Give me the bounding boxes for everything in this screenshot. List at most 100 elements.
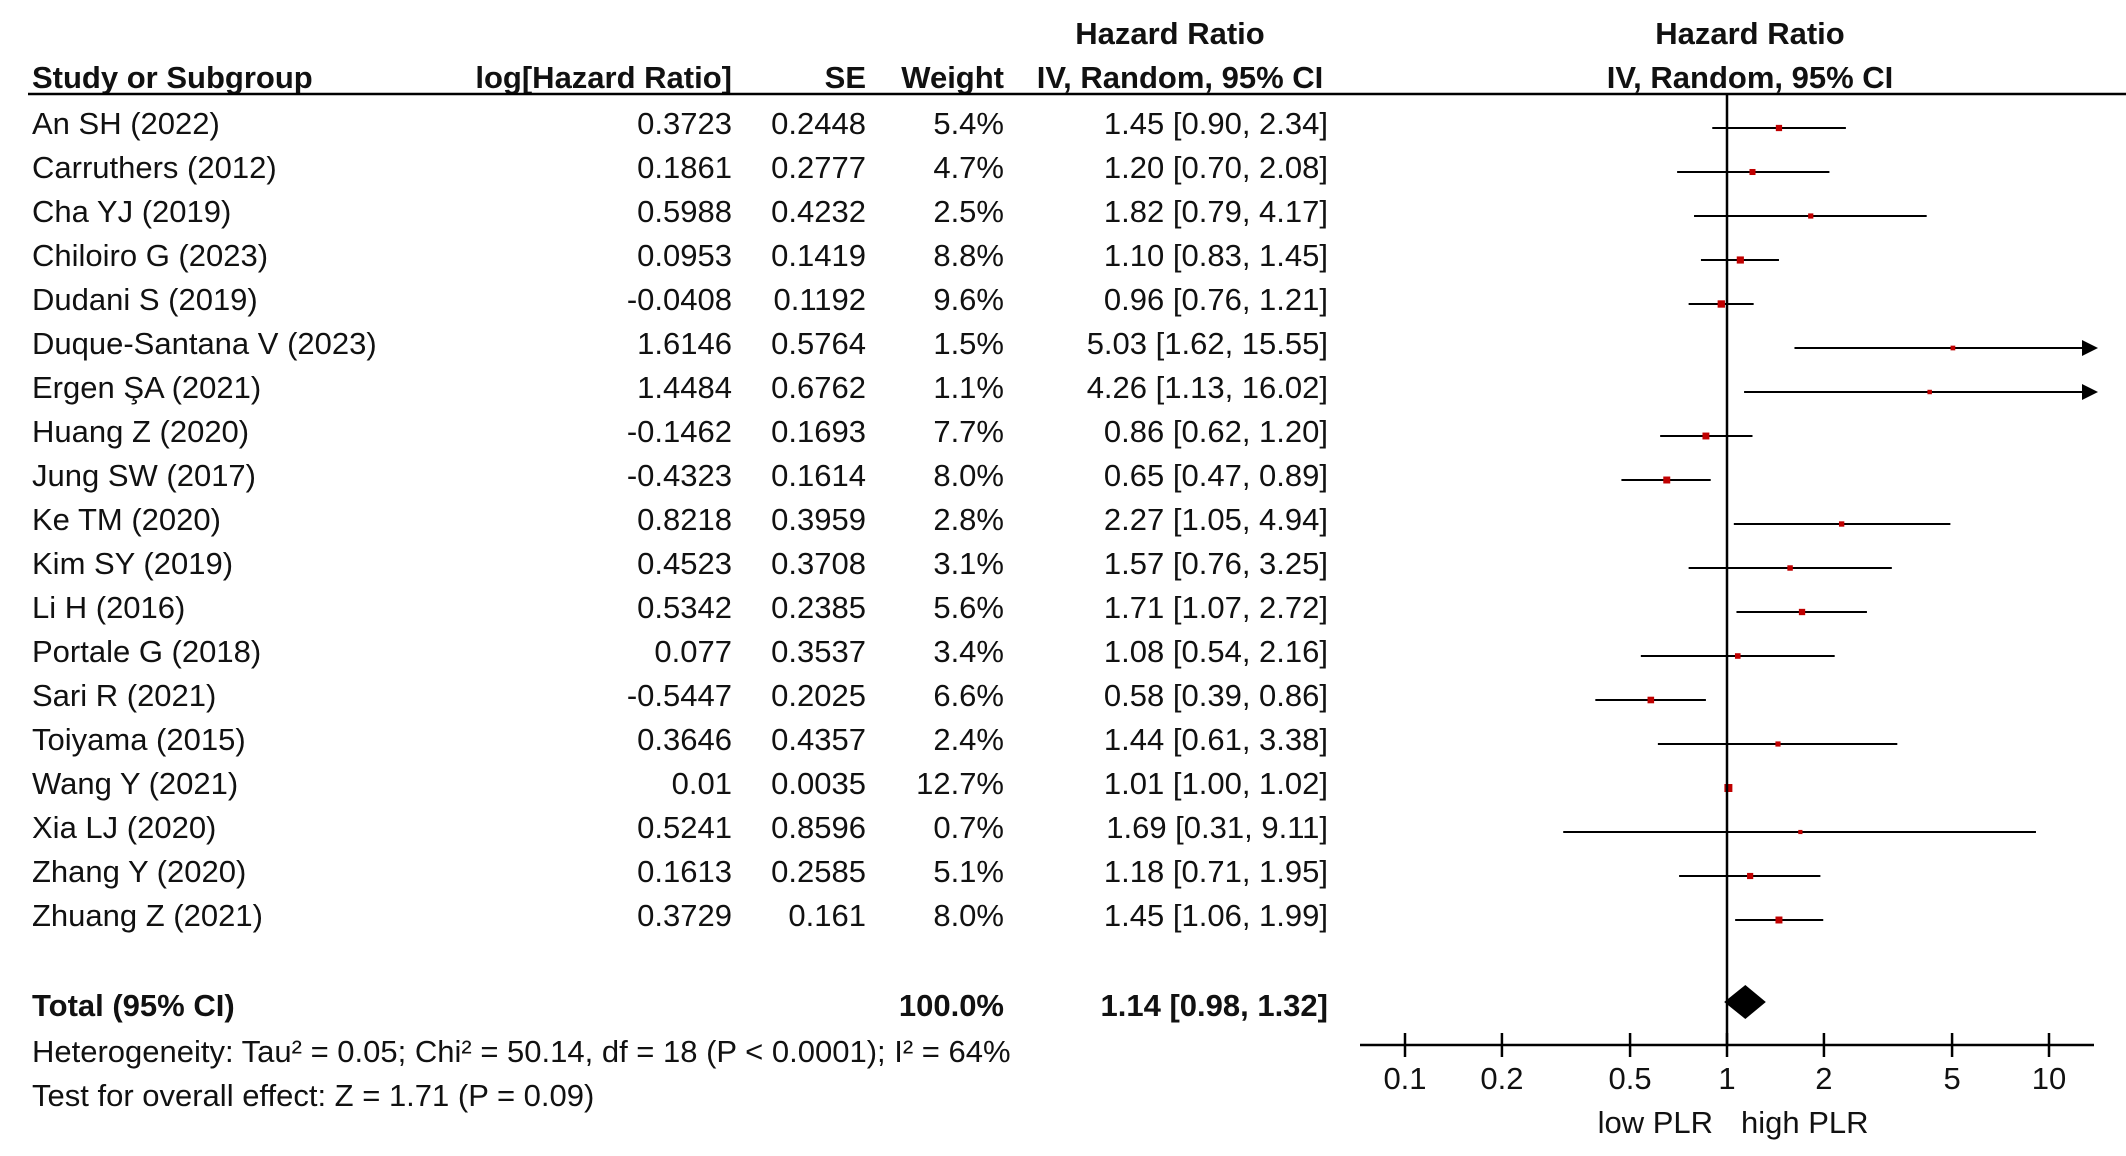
- study-weight: 5.4%: [933, 106, 1004, 141]
- study-name: Dudani S (2019): [32, 282, 258, 317]
- study-name: Portale G (2018): [32, 634, 262, 669]
- study-log-hr: 1.6146: [637, 326, 732, 361]
- study-se: 0.4357: [771, 722, 866, 757]
- study-name: Zhuang Z (2021): [32, 898, 263, 933]
- study-name: Xia LJ (2020): [32, 810, 217, 845]
- study-name: Li H (2016): [32, 590, 186, 625]
- point-estimate-marker: [1808, 213, 1814, 219]
- point-estimate-marker: [1702, 432, 1710, 440]
- x-tick-label: 0.5: [1609, 1061, 1652, 1096]
- x-tick-label: 5: [1943, 1061, 1960, 1096]
- study-ci-text: 5.03 [1.62, 15.55]: [1086, 326, 1328, 361]
- study-column-header: Study or Subgroup: [32, 60, 313, 95]
- study-ci-text: 1.69 [0.31, 9.11]: [1106, 810, 1328, 845]
- x-tick-label: 1: [1718, 1061, 1735, 1096]
- point-estimate-marker: [1927, 389, 1932, 395]
- study-ci-text: 0.65 [0.47, 0.89]: [1103, 458, 1328, 493]
- study-weight: 2.4%: [933, 722, 1004, 757]
- study-name: Chiloiro G (2023): [32, 238, 269, 273]
- study-weight: 8.8%: [933, 238, 1004, 273]
- x-axis-right-label: high PLR: [1741, 1105, 1869, 1140]
- study-ci-text: 1.08 [0.54, 2.16]: [1103, 634, 1328, 669]
- study-se: 0.1419: [771, 238, 866, 273]
- x-tick-label: 0.2: [1480, 1061, 1523, 1096]
- ci-arrow: [2082, 384, 2098, 400]
- study-log-hr: -0.1462: [626, 414, 732, 449]
- study-name: Zhang Y (2020): [32, 854, 247, 889]
- ci-arrow: [2082, 340, 2098, 356]
- study-name: Sari R (2021): [32, 678, 217, 713]
- study-se: 0.1192: [773, 282, 866, 317]
- study-name: Carruthers (2012): [32, 150, 277, 185]
- study-ci-text: 1.01 [1.00, 1.02]: [1103, 766, 1328, 801]
- study-ci-text: 1.20 [0.70, 2.08]: [1103, 150, 1328, 185]
- study-ci-text: 0.86 [0.62, 1.20]: [1103, 414, 1328, 449]
- study-log-hr: -0.5447: [626, 678, 732, 713]
- study-log-hr: 0.1861: [637, 150, 732, 185]
- study-name: Wang Y (2021): [32, 766, 239, 801]
- study-log-hr: 0.077: [654, 634, 732, 669]
- study-se: 0.8596: [771, 810, 866, 845]
- study-weight: 7.7%: [933, 414, 1004, 449]
- study-log-hr: -0.0408: [626, 282, 732, 317]
- study-se: 0.3959: [771, 502, 866, 537]
- pooled-effect-diamond: [1724, 985, 1766, 1019]
- study-weight: 2.8%: [933, 502, 1004, 537]
- study-name: Huang Z (2020): [32, 414, 250, 449]
- point-estimate-marker: [1749, 168, 1756, 176]
- study-se: 0.1693: [771, 414, 866, 449]
- study-weight: 5.1%: [933, 854, 1004, 889]
- study-ci-text: 2.27 [1.05, 4.94]: [1103, 502, 1328, 537]
- x-tick-label: 10: [2032, 1061, 2066, 1096]
- study-weight: 8.0%: [933, 898, 1004, 933]
- hr-column-header-top: Hazard Ratio: [1075, 16, 1265, 51]
- study-log-hr: 0.3723: [637, 106, 732, 141]
- study-ci-text: 1.10 [0.83, 1.45]: [1103, 238, 1328, 273]
- study-weight: 2.5%: [933, 194, 1004, 229]
- study-se: 0.2777: [771, 150, 866, 185]
- study-name: Jung SW (2017): [32, 458, 256, 493]
- study-ci-text: 1.45 [0.90, 2.34]: [1103, 106, 1328, 141]
- point-estimate-marker: [1736, 256, 1744, 264]
- point-estimate-marker: [1775, 741, 1781, 747]
- study-name: Ke TM (2020): [32, 502, 221, 537]
- hr-column-header-sub: IV, Random, 95% CI: [1036, 60, 1324, 95]
- point-estimate-marker: [1838, 521, 1845, 527]
- point-estimate-marker: [1663, 476, 1671, 484]
- study-ci-text: 1.57 [0.76, 3.25]: [1103, 546, 1328, 581]
- point-estimate-marker: [1798, 608, 1806, 616]
- study-log-hr: 0.5342: [637, 590, 732, 625]
- study-ci-text: 0.58 [0.39, 0.86]: [1103, 678, 1328, 713]
- x-axis-left-label: low PLR: [1598, 1105, 1713, 1140]
- study-log-hr: 1.4484: [637, 370, 732, 405]
- point-estimate-marker: [1647, 696, 1655, 704]
- plot-header-top: Hazard Ratio: [1655, 16, 1845, 51]
- study-ci-text: 1.44 [0.61, 3.38]: [1103, 722, 1328, 757]
- study-log-hr: -0.4323: [626, 458, 732, 493]
- study-log-hr: 0.3646: [637, 722, 732, 757]
- total-ci-text: 1.14 [0.98, 1.32]: [1100, 988, 1329, 1023]
- point-estimate-marker: [1734, 653, 1741, 659]
- study-se: 0.2448: [771, 106, 866, 141]
- study-weight: 0.7%: [933, 810, 1004, 845]
- study-name: Cha YJ (2019): [32, 194, 232, 229]
- se-column-header: SE: [824, 60, 866, 95]
- weight-column-header: Weight: [901, 60, 1004, 95]
- study-name: Toiyama (2015): [32, 722, 246, 757]
- study-ci-text: 1.71 [1.07, 2.72]: [1103, 590, 1328, 625]
- x-tick-label: 2: [1815, 1061, 1832, 1096]
- study-se: 0.0035: [771, 766, 866, 801]
- overall-effect-text: Test for overall effect: Z = 1.71 (P = 0…: [32, 1078, 595, 1113]
- study-ci-text: 1.82 [0.79, 4.17]: [1103, 194, 1328, 229]
- point-estimate-marker: [1775, 124, 1783, 132]
- study-weight: 12.7%: [916, 766, 1004, 801]
- log-hr-column-header: log[Hazard Ratio]: [475, 60, 732, 95]
- study-se: 0.4232: [771, 194, 866, 229]
- study-se: 0.6762: [771, 370, 866, 405]
- study-name: Ergen ŞA (2021): [32, 370, 262, 405]
- study-log-hr: 0.5241: [637, 810, 732, 845]
- study-weight: 8.0%: [933, 458, 1004, 493]
- point-estimate-marker: [1798, 829, 1803, 835]
- point-estimate-marker: [1787, 565, 1793, 571]
